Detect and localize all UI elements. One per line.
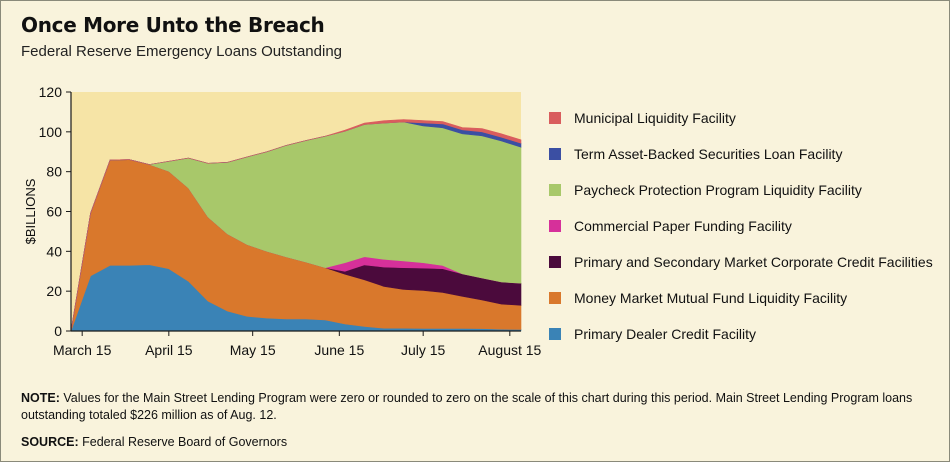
source-text: Federal Reserve Board of Governors — [82, 435, 288, 449]
note-label: NOTE: — [21, 391, 60, 405]
x-tick-label: June 15 — [314, 342, 364, 358]
legend-item-term-asset-backed-securities-loan-facility: Term Asset-Backed Securities Loan Facili… — [549, 136, 939, 172]
legend-item-paycheck-protection-program-liquidity-facility: Paycheck Protection Program Liquidity Fa… — [549, 172, 939, 208]
legend-label: Term Asset-Backed Securities Loan Facili… — [574, 146, 843, 162]
x-tick-label: July 15 — [401, 342, 446, 358]
legend-swatch — [549, 220, 561, 232]
footnote: NOTE: Values for the Main Street Lending… — [21, 390, 926, 423]
y-tick-label: 80 — [46, 164, 62, 180]
y-axis-label: $BILLIONS — [23, 178, 38, 244]
legend-swatch — [549, 256, 561, 268]
legend-item-money-market-mutual-fund-liquidity-facility: Money Market Mutual Fund Liquidity Facil… — [549, 280, 939, 316]
source-label: SOURCE: — [21, 435, 79, 449]
note-text: Values for the Main Street Lending Progr… — [21, 391, 913, 422]
x-tick-label: April 15 — [145, 342, 193, 358]
y-tick-label: 100 — [39, 124, 63, 140]
legend-swatch — [549, 148, 561, 160]
chart-title: Once More Unto the Breach — [21, 13, 325, 37]
legend-label: Money Market Mutual Fund Liquidity Facil… — [574, 290, 848, 306]
chart-subtitle: Federal Reserve Emergency Loans Outstand… — [21, 43, 343, 60]
legend-item-primary-and-secondary-market-corporate-credit-facilities: Primary and Secondary Market Corporate C… — [549, 244, 939, 280]
legend-label: Commercial Paper Funding Facility — [574, 218, 792, 234]
y-tick-label: 120 — [39, 84, 63, 100]
x-tick-label: August 15 — [478, 342, 541, 358]
y-tick-label: 40 — [46, 243, 62, 259]
x-tick-label: March 15 — [53, 342, 112, 358]
legend-swatch — [549, 328, 561, 340]
source-line: SOURCE: Federal Reserve Board of Governo… — [21, 435, 287, 449]
legend-label: Paycheck Protection Program Liquidity Fa… — [574, 182, 862, 198]
x-tick-label: May 15 — [230, 342, 276, 358]
legend-label: Municipal Liquidity Facility — [574, 110, 736, 126]
y-tick-label: 20 — [46, 283, 62, 299]
legend-item-municipal-liquidity-facility: Municipal Liquidity Facility — [549, 100, 939, 136]
legend-swatch — [549, 292, 561, 304]
legend-item-primary-dealer-credit-facility: Primary Dealer Credit Facility — [549, 316, 939, 352]
legend-swatch — [549, 112, 561, 124]
legend-item-commercial-paper-funding-facility: Commercial Paper Funding Facility — [549, 208, 939, 244]
area-series-municipal-liquidity-facility — [70, 119, 522, 332]
legend-label: Primary Dealer Credit Facility — [574, 326, 757, 342]
legend-label: Primary and Secondary Market Corporate C… — [574, 254, 933, 270]
chart-legend: Municipal Liquidity Facility Term Asset-B… — [549, 100, 939, 352]
legend-swatch — [549, 184, 561, 196]
y-tick-label: 60 — [46, 204, 62, 220]
y-tick-label: 0 — [54, 323, 62, 339]
